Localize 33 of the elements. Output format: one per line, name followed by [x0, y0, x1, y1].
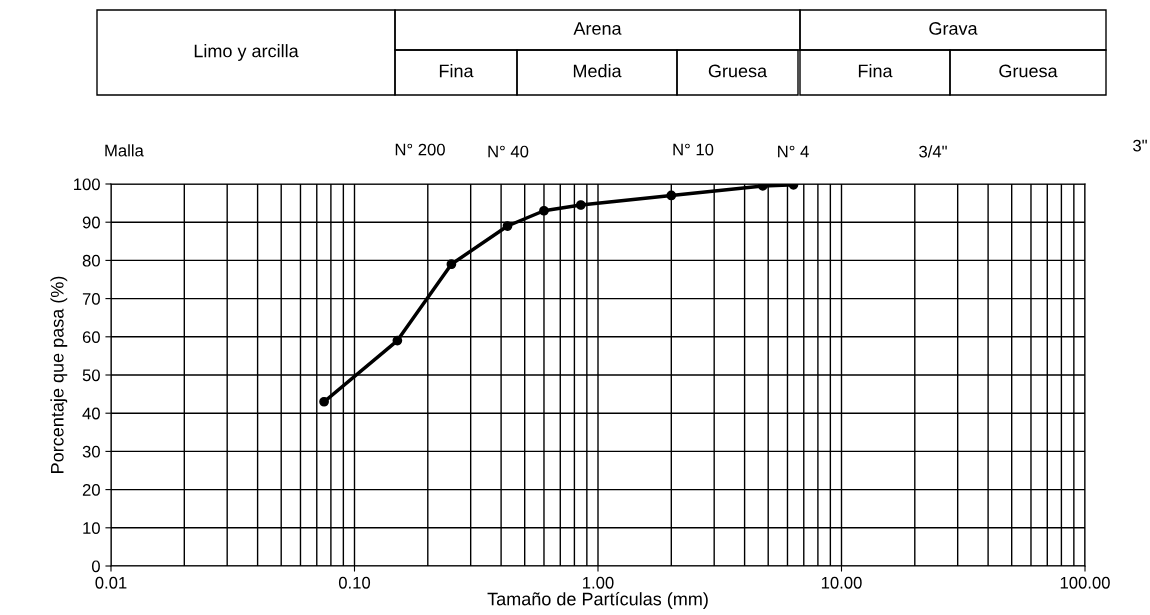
- y-tick-label: 90: [82, 216, 100, 229]
- x-tick-label: 0.10: [338, 576, 371, 589]
- x-tick-label: 1.00: [583, 576, 614, 589]
- text: 3": [1133, 139, 1147, 152]
- text: Fina: [439, 64, 474, 78]
- y-tick-label: 100: [74, 178, 100, 191]
- text: N° 10: [673, 143, 714, 156]
- text: Grava: [929, 22, 978, 35]
- text: N° 40: [488, 145, 529, 158]
- text: Arena: [573, 22, 622, 35]
- y-tick-label: 50: [82, 369, 100, 382]
- y-tick-label: 20: [82, 484, 100, 496]
- x-tick-label: 10.00: [821, 576, 862, 589]
- y-axis-title: Porcentaje que pasa (%): [50, 276, 68, 473]
- text: Malla: [105, 144, 144, 157]
- x-tick-label: 100.00: [1060, 576, 1110, 589]
- y-tick-label: 30: [82, 445, 100, 458]
- y-tick-label: 0: [91, 560, 100, 573]
- text: N° 4: [778, 145, 809, 158]
- y-tick-label: 70: [82, 293, 100, 305]
- text: Gruesa: [708, 64, 768, 78]
- text: Gruesa: [999, 64, 1058, 78]
- text: N° 200: [395, 143, 445, 156]
- y-tick-label: 60: [82, 331, 100, 343]
- text: Media: [573, 64, 622, 78]
- y-tick-label: 80: [82, 254, 100, 267]
- x-tick-label: 0.01: [95, 576, 127, 589]
- text: 3/4": [919, 145, 947, 158]
- text: Fina: [858, 64, 893, 78]
- text: Limo y arcilla: [194, 44, 299, 61]
- y-tick-label: 10: [83, 522, 100, 534]
- x-axis-title: Tamaño de Partículas (mm): [487, 591, 708, 609]
- y-tick-label: 40: [82, 407, 100, 420]
